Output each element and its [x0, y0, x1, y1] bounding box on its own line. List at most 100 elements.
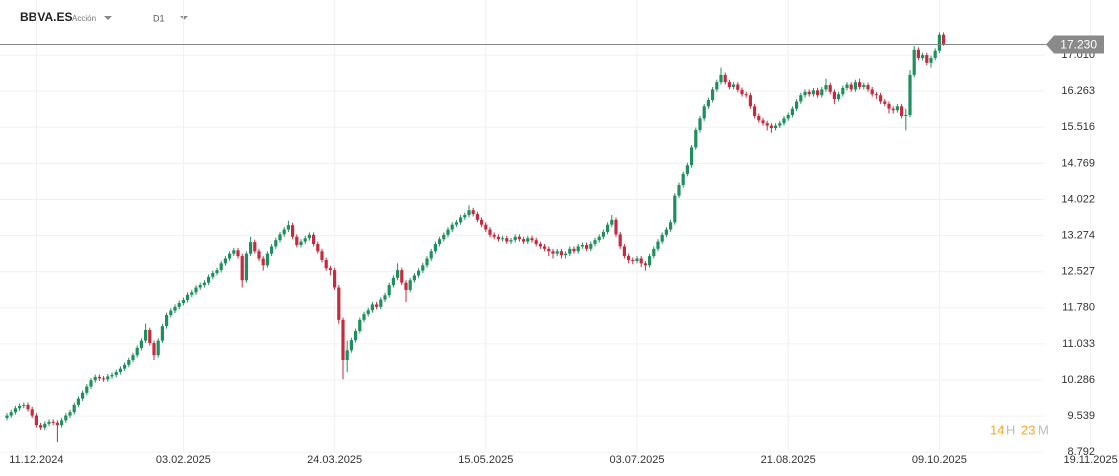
candle-body — [891, 108, 895, 111]
instrument-type: Acción — [72, 14, 96, 23]
candle-body — [215, 270, 219, 274]
candle-body — [333, 270, 337, 288]
candle-body — [328, 268, 332, 271]
candle-body — [97, 376, 101, 379]
candle-body — [68, 412, 72, 416]
candle-body — [572, 248, 576, 252]
candle-body — [559, 251, 563, 256]
candle-body — [408, 280, 412, 290]
y-tick-label: 9.539 — [1067, 410, 1095, 422]
candle-body — [782, 118, 786, 124]
candle-body — [278, 234, 282, 241]
candle-body — [526, 238, 530, 242]
candle-body — [131, 355, 135, 360]
price-tag — [1046, 35, 1104, 54]
x-tick-label: 24.03.2025 — [307, 454, 362, 466]
candle-body — [639, 258, 643, 264]
candle-body — [685, 165, 689, 174]
candle-body — [849, 84, 853, 90]
candle-body — [870, 89, 874, 95]
candle-body — [803, 91, 807, 96]
candle-body — [887, 103, 891, 109]
candle-body — [921, 55, 925, 58]
candle-body — [740, 89, 744, 95]
candle-body — [337, 287, 341, 320]
candle-body — [198, 285, 202, 288]
candle-body — [643, 263, 647, 266]
candle-body — [85, 386, 89, 393]
y-tick-label: 13.274 — [1061, 230, 1095, 242]
candle-body — [648, 256, 652, 266]
candle-body — [753, 106, 757, 116]
candle-body — [324, 259, 328, 269]
candle-body — [60, 420, 64, 426]
candle-body — [354, 330, 358, 341]
candle-body — [425, 258, 429, 266]
candle-body — [866, 85, 870, 90]
candle-body — [169, 310, 173, 316]
candle-body — [257, 251, 261, 259]
candle-body — [795, 101, 799, 109]
candle-body — [454, 222, 458, 225]
candle-body — [543, 246, 547, 249]
candle-body — [391, 277, 395, 286]
candle-body — [597, 236, 601, 241]
candle-body — [43, 423, 47, 428]
candle-body — [505, 238, 509, 242]
candle-body — [593, 240, 597, 245]
candle-body — [387, 285, 391, 296]
candle-body — [862, 85, 866, 87]
timeframe[interactable]: D1 — [153, 13, 165, 23]
candle-body — [547, 248, 551, 252]
candle-body — [765, 123, 769, 126]
candle-body — [127, 359, 131, 365]
candle-body — [244, 253, 248, 281]
candle-body — [660, 234, 664, 242]
candle-body — [589, 244, 593, 249]
candle-body — [207, 276, 211, 283]
candle-body — [358, 319, 362, 331]
candle-body — [173, 306, 177, 311]
candle-body — [202, 282, 206, 286]
candle-body — [904, 115, 908, 116]
dropdown-arrow[interactable] — [104, 16, 112, 20]
x-tick-label: 09.10.2025 — [912, 454, 967, 466]
candle-body — [261, 258, 265, 266]
candle-body — [412, 275, 416, 281]
candle-body — [118, 368, 122, 373]
candle-body — [828, 85, 832, 92]
candle-body — [396, 270, 400, 278]
candle-body — [467, 210, 471, 216]
candle-body — [673, 195, 677, 223]
candle-body — [446, 229, 450, 235]
price-tag-label: 17.230 — [1060, 38, 1097, 52]
y-tick-label: 14.022 — [1061, 193, 1095, 205]
candle-body — [774, 125, 778, 129]
candle-body — [282, 229, 286, 235]
candle-body — [51, 421, 55, 423]
candle-body — [286, 225, 290, 230]
candle-body — [459, 217, 463, 223]
candle-body — [160, 326, 164, 341]
candle-body — [265, 253, 269, 266]
countdown-unit: M — [1038, 422, 1049, 437]
countdown-hours: 14 — [990, 422, 1004, 437]
symbol[interactable]: BBVA.ES — [20, 10, 72, 24]
candle-body — [341, 319, 345, 360]
y-tick-label: 11.033 — [1062, 338, 1095, 350]
candle-body — [110, 374, 114, 377]
candle-body — [496, 236, 500, 240]
candle-body — [522, 239, 526, 242]
candle-body — [181, 300, 185, 303]
candle-body — [366, 310, 370, 315]
candle-body — [618, 234, 622, 247]
candle-body — [492, 234, 496, 237]
candle-body — [400, 270, 404, 283]
candle-body — [757, 115, 761, 121]
candle-body — [610, 219, 614, 225]
candle-body — [47, 421, 51, 424]
candle-body — [576, 246, 580, 252]
dropdown-arrow[interactable] — [180, 16, 188, 20]
